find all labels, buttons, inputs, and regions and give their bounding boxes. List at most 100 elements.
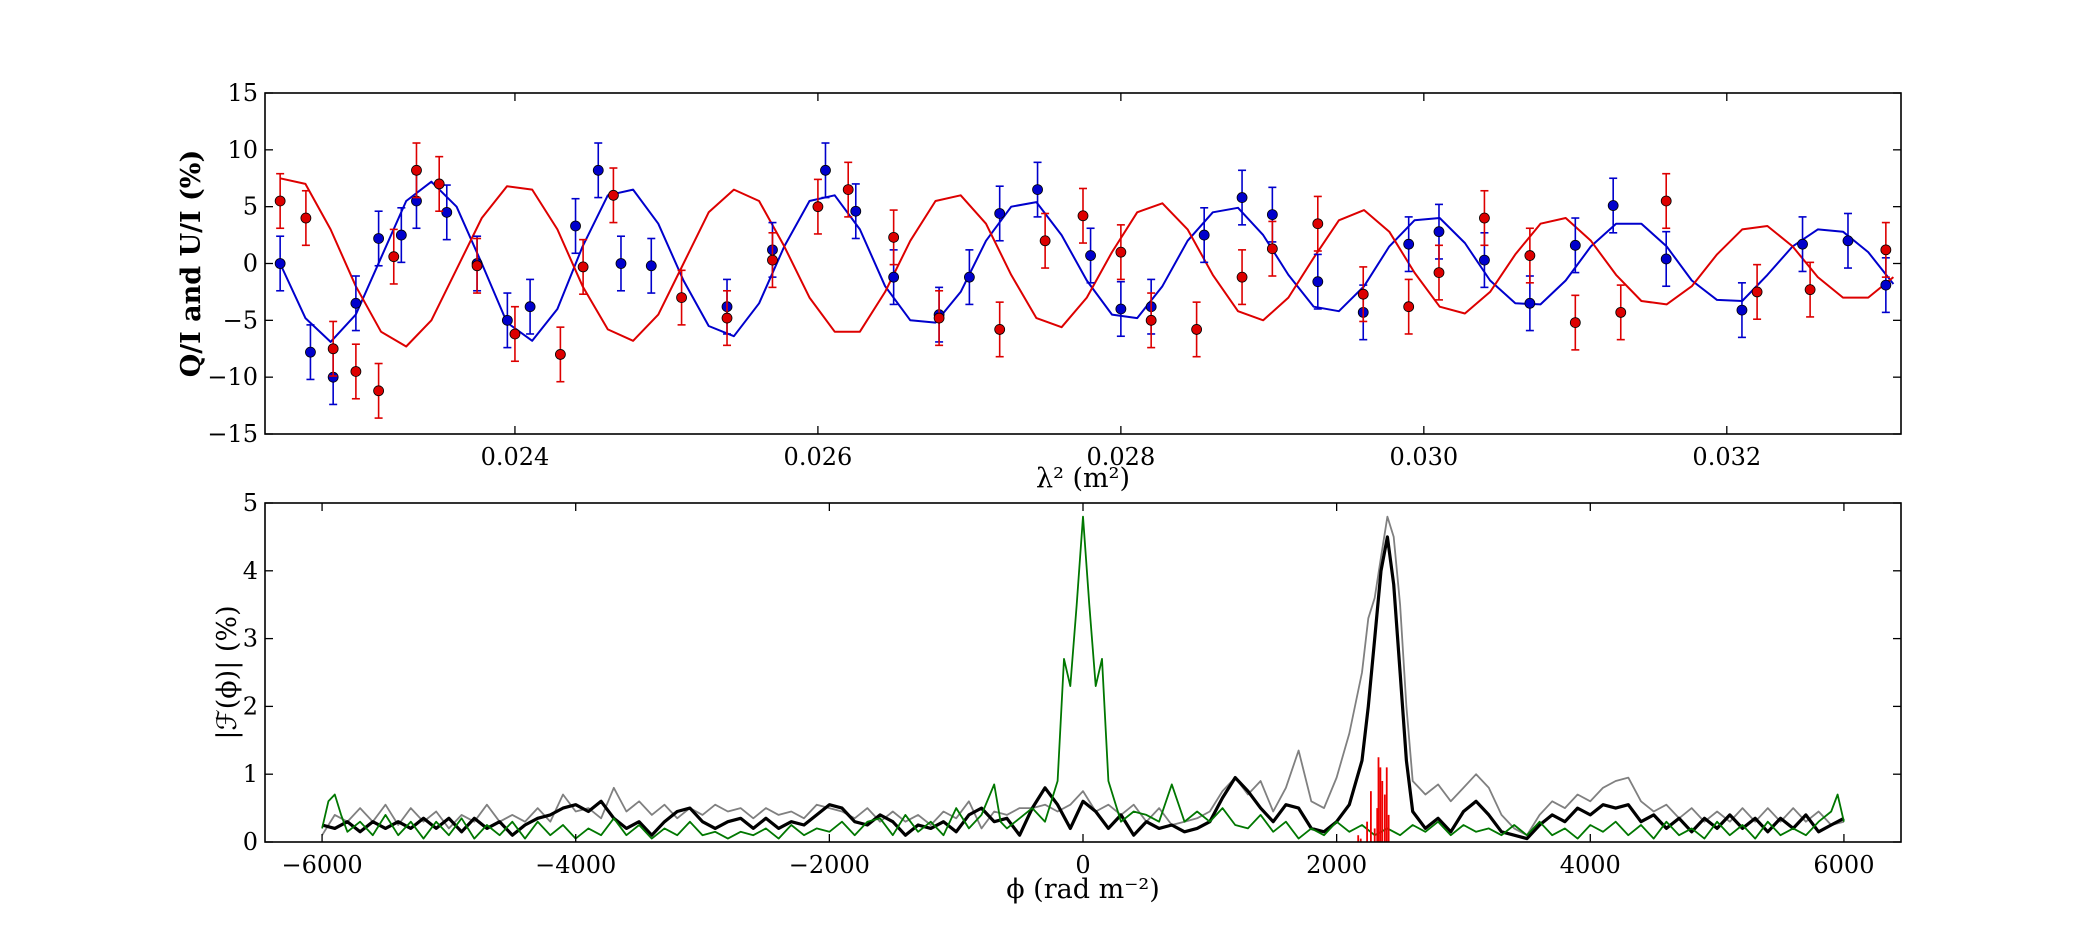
data-point xyxy=(1751,286,1763,298)
data-point xyxy=(1266,209,1278,221)
data-point xyxy=(1797,238,1808,250)
data-point xyxy=(1804,284,1816,296)
data-point xyxy=(1736,304,1748,316)
data-point xyxy=(812,201,824,213)
data-point xyxy=(1312,218,1324,230)
data-point xyxy=(1312,276,1324,288)
data-point xyxy=(1115,303,1127,315)
data-point xyxy=(1403,301,1415,313)
data-point xyxy=(1032,184,1043,196)
x-tick-label: −4000 xyxy=(535,851,616,879)
data-point xyxy=(1479,254,1490,266)
data-point xyxy=(1615,306,1627,318)
data-point xyxy=(570,220,581,232)
y-tick-label: 5 xyxy=(243,489,258,517)
data-point xyxy=(577,261,589,273)
data-point xyxy=(1039,235,1051,247)
x-tick-label: 0.030 xyxy=(1389,443,1458,471)
x-tick-label: 0.028 xyxy=(1087,443,1156,471)
bottom-spectrum-lines xyxy=(321,515,1845,842)
data-point xyxy=(994,324,1006,335)
data-point xyxy=(933,312,945,324)
data-point xyxy=(395,229,407,241)
data-point xyxy=(1569,239,1581,251)
data-point xyxy=(501,314,513,326)
y-tick-label: −15 xyxy=(207,420,258,448)
data-point xyxy=(411,164,422,176)
spectrum-line-2 xyxy=(321,515,1845,840)
data-point xyxy=(1085,250,1096,261)
data-point xyxy=(721,312,733,324)
data-point xyxy=(645,260,657,272)
x-tick-label: 2000 xyxy=(1306,851,1367,879)
data-point xyxy=(767,254,778,266)
data-point xyxy=(994,208,1006,219)
x-tick-label: −6000 xyxy=(281,851,362,879)
data-point xyxy=(350,297,362,309)
bottom-x-axis-label: ϕ (rad m⁻²) xyxy=(1006,874,1160,905)
x-tick-label: 0.032 xyxy=(1692,443,1761,471)
top-y-axis-label: Q/I and U/I (%) xyxy=(176,150,207,377)
bottom-y-axis-label: |ℱ(ϕ)| (%) xyxy=(212,605,243,739)
data-point xyxy=(373,385,385,397)
data-point xyxy=(1880,244,1892,256)
fit-curve-0 xyxy=(279,180,1895,343)
x-tick-label: −2000 xyxy=(789,851,870,879)
y-tick-label: 0 xyxy=(243,828,258,856)
data-point xyxy=(888,231,900,243)
spectrum-line-1 xyxy=(321,535,1845,841)
top-fit-curves xyxy=(279,177,1895,348)
data-point xyxy=(471,260,483,272)
top-panel: 0.024 0.026 0.028 0.030 0.032−15−10−5051015 … xyxy=(176,79,1902,494)
top-data-points xyxy=(274,142,1892,419)
data-point xyxy=(524,301,536,313)
data-point xyxy=(1403,238,1415,250)
data-point xyxy=(888,271,900,283)
data-point xyxy=(1198,229,1210,241)
data-point xyxy=(963,271,975,283)
data-point xyxy=(1479,212,1490,224)
data-point xyxy=(1433,226,1445,238)
data-point xyxy=(1145,314,1157,326)
data-point xyxy=(274,258,286,269)
data-point xyxy=(1660,195,1672,207)
data-point xyxy=(1236,192,1248,203)
y-tick-label: 3 xyxy=(243,625,258,653)
y-tick-label: −5 xyxy=(223,306,258,334)
data-point xyxy=(1660,253,1672,265)
top-axes: 0.024 0.026 0.028 0.030 0.032 −15 −10 −5 0 5 10 15 xyxy=(207,79,1901,471)
data-point xyxy=(1842,235,1854,247)
data-point xyxy=(305,346,316,358)
data-point xyxy=(1191,324,1203,335)
fit-curve-1 xyxy=(279,177,1895,348)
data-point xyxy=(842,184,854,196)
y-tick-label: 5 xyxy=(243,193,258,221)
data-point xyxy=(300,212,312,224)
data-point xyxy=(274,195,286,207)
x-tick-label: 6000 xyxy=(1813,851,1874,879)
x-tick-label: 0.024 xyxy=(481,443,550,471)
data-point xyxy=(1524,297,1536,309)
data-point xyxy=(850,205,862,217)
data-point xyxy=(608,189,619,201)
y-tick-label: 4 xyxy=(243,557,258,585)
data-point xyxy=(1077,210,1089,222)
data-point xyxy=(554,349,566,360)
data-point xyxy=(592,164,604,176)
y-tick-label: 10 xyxy=(227,136,258,164)
data-point xyxy=(1433,267,1445,278)
data-point xyxy=(615,258,627,269)
data-point xyxy=(1115,246,1127,258)
data-point xyxy=(433,178,445,190)
top-x-axis-label: λ² (m²) xyxy=(1036,463,1130,494)
top-plot-frame xyxy=(264,92,1902,435)
x-tick-label: 0.026 xyxy=(784,443,853,471)
bottom-panel: −6000 −4000 −2000 0 2000 4000 6000 0 1 2 3 4 5 ϕ (ra… xyxy=(212,489,1902,905)
data-point xyxy=(676,292,687,304)
data-point xyxy=(509,328,521,340)
y-tick-label: 0 xyxy=(243,250,258,278)
data-point xyxy=(820,164,831,176)
spectrum-line-0 xyxy=(321,515,1845,837)
data-point xyxy=(388,251,400,263)
